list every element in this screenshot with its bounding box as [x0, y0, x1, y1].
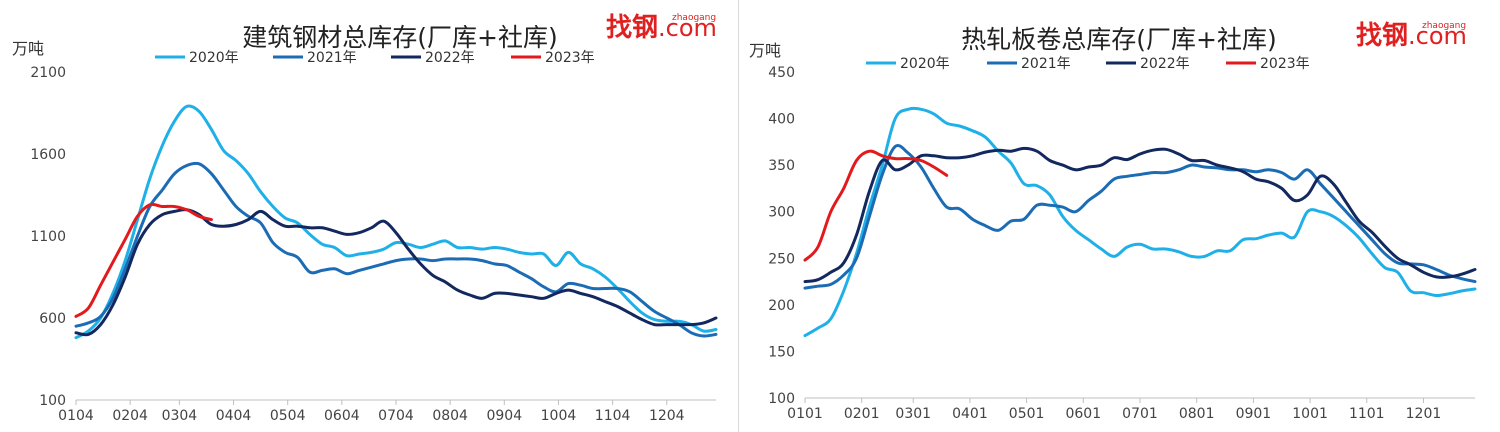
legend-item: 2023年	[511, 50, 595, 66]
x-tick-label: 1204	[649, 408, 685, 424]
x-tick-label: 0801	[1179, 406, 1215, 422]
x-tick-label: 0304	[162, 408, 198, 424]
y-axis-unit: 万吨	[12, 39, 44, 58]
y-tick-label: 150	[768, 344, 795, 360]
x-tick-label: 0701	[1122, 406, 1158, 422]
logo-pinyin: zhaogang	[672, 13, 716, 23]
legend-label: 2022年	[1140, 56, 1190, 72]
series-line-2020	[74, 104, 718, 340]
x-tick-label: 0501	[1009, 406, 1045, 422]
legend-label: 2020年	[900, 56, 950, 72]
legend-item: 2022年	[1106, 56, 1190, 72]
legend-label: 2023年	[1260, 56, 1310, 72]
logo-chinese: 找钢	[1356, 21, 1408, 51]
chart-title: 建筑钢材总库存(厂库+社库)	[242, 23, 557, 52]
legend-label: 2022年	[425, 50, 475, 66]
x-tick-label: 0101	[787, 406, 823, 422]
x-tick-label: 0804	[432, 408, 468, 424]
legend-item: 2020年	[155, 50, 239, 66]
chart-panel-right: 热轧板卷总库存(厂库+社库) 万吨 找钢 zhaogang .com 100 150 200 2…	[739, 0, 1500, 432]
x-tick-label: 1101	[1349, 406, 1385, 422]
y-tick-label: 400	[768, 112, 795, 128]
y-tick-label: 300	[768, 205, 795, 221]
x-tick-label: 0301	[895, 406, 931, 422]
series-line-2022	[803, 146, 1477, 284]
x-tick-label: 1004	[541, 408, 577, 424]
series-line-2021	[803, 144, 1477, 290]
y-tick-label: 1100	[30, 229, 66, 245]
y-tick-label: 2100	[30, 65, 66, 81]
series-line-2023	[803, 149, 949, 262]
legend-label: 2021年	[307, 50, 357, 66]
x-tick-label: 0404	[216, 408, 252, 424]
logo-pinyin: zhaogang	[1422, 21, 1466, 31]
y-tick-label: 200	[768, 298, 795, 314]
legend-item: 2023年	[1226, 56, 1310, 72]
y-tick-label: 1600	[30, 147, 66, 163]
x-tick-label: 0401	[952, 406, 988, 422]
legend-item: 2021年	[273, 50, 357, 66]
y-tick-label: 600	[39, 311, 66, 327]
y-tick-label: 100	[39, 393, 66, 409]
series-line-2023	[74, 202, 213, 318]
y-tick-label: 100	[768, 391, 795, 407]
chart-panel-left: 建筑钢材总库存(厂库+社库) 万吨 找钢 zhaogang .com 100 600 1100…	[0, 0, 739, 432]
logo-com: .com	[1408, 22, 1467, 50]
logo-chinese: 找钢	[606, 13, 658, 43]
series-line-2020	[803, 106, 1477, 338]
x-tick-label: 0604	[324, 408, 360, 424]
logo-com: .com	[658, 14, 717, 42]
legend-item: 2021年	[987, 56, 1071, 72]
legend-label: 2020年	[189, 50, 239, 66]
x-tick-label: 0201	[844, 406, 880, 422]
x-tick-label: 0104	[58, 408, 94, 424]
x-tick-label: 0204	[112, 408, 148, 424]
chart-hot-rolled-coil: 热轧板卷总库存(厂库+社库) 万吨 找钢 zhaogang.com 100 150 200 2…	[749, 21, 1477, 422]
y-tick-label: 450	[768, 65, 795, 81]
x-tick-label: 1104	[595, 408, 631, 424]
x-tick-label: 0504	[270, 408, 306, 424]
legend-label: 2021年	[1021, 56, 1071, 72]
chart-title: 热轧板卷总库存(厂库+社库)	[961, 25, 1276, 54]
x-tick-label: 0904	[486, 408, 522, 424]
y-tick-label: 250	[768, 251, 795, 267]
y-tick-label: 350	[768, 158, 795, 174]
zhaogang-logo: 找钢 zhaogang.com	[606, 13, 717, 43]
chart-building-steel: 建筑钢材总库存(厂库+社库) 万吨 找钢 zhaogang.com 100 600 1100…	[12, 13, 718, 424]
x-tick-label: 1001	[1292, 406, 1328, 422]
y-axis-unit: 万吨	[749, 41, 781, 60]
series-line-2022	[74, 208, 718, 337]
legend-label: 2023年	[545, 50, 595, 66]
legend-item: 2022年	[391, 50, 475, 66]
zhaogang-logo: 找钢 zhaogang.com	[1356, 21, 1467, 51]
legend-item: 2020年	[866, 56, 950, 72]
x-tick-label: 0901	[1236, 406, 1272, 422]
x-tick-label: 0704	[378, 408, 414, 424]
x-tick-label: 0601	[1065, 406, 1101, 422]
x-tick-label: 1201	[1406, 406, 1442, 422]
series-line-2021	[74, 161, 718, 338]
